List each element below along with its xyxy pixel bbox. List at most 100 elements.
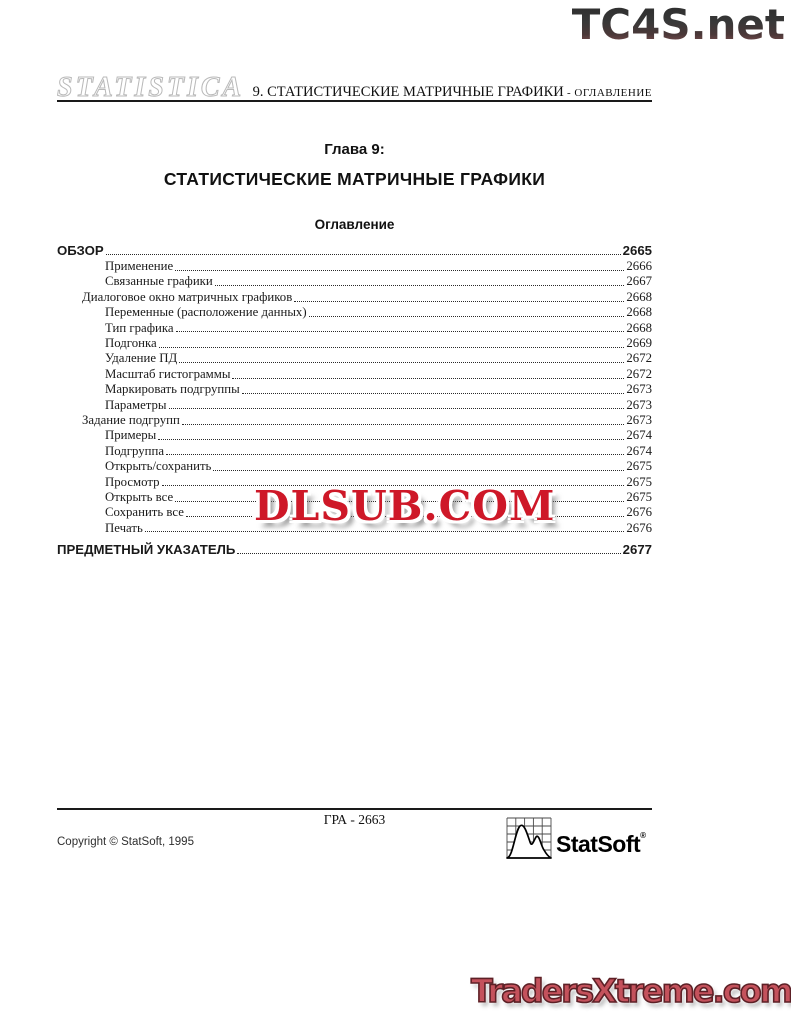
toc-entry-label: Открыть/сохранить xyxy=(105,459,212,474)
toc-dotted-leader xyxy=(213,469,625,471)
toc-entry-label: Открыть все xyxy=(105,489,174,504)
toc-entry-page: 2673 xyxy=(626,382,652,397)
toc-list: ОБЗОР 2665 Применение 2666 Связанные графики… xyxy=(57,243,652,557)
running-header-suffix: - ОГЛАВЛЕНИЕ xyxy=(563,87,652,99)
toc-dotted-leader xyxy=(241,392,625,394)
toc-entry: Примеры 2674 xyxy=(57,428,652,443)
copyright-notice: Copyright © StatSoft, 1995 xyxy=(57,836,194,848)
toc-entry-page: 2667 xyxy=(626,274,652,289)
toc-entry: Подгонка 2669 xyxy=(57,335,652,350)
toc-dotted-leader xyxy=(175,331,625,333)
toc-entry: Масштаб гистограммы 2672 xyxy=(57,366,652,381)
tradersxtreme-watermark: TradersXtreme.com xyxy=(470,972,791,1010)
toc-entry-page: 2673 xyxy=(626,397,652,412)
toc-entry-page: 2677 xyxy=(622,541,652,557)
toc-entry-label: Диалоговое окно матричных графиков xyxy=(82,289,293,304)
statistica-logo: STATISTICA xyxy=(56,72,245,103)
toc-dotted-leader xyxy=(166,454,625,456)
toc-entry: Связанные графики 2667 xyxy=(57,274,652,289)
toc-entry-label: Задание подгрупп xyxy=(82,412,180,427)
toc-entry-label: ПРЕДМЕТНЫЙ УКАЗАТЕЛЬ xyxy=(57,541,236,557)
page-title: СТАТИСТИЧЕСКИЕ МАТРИЧНЫЕ ГРАФИКИ xyxy=(163,169,546,189)
toc-entry: Удаление ПД 2672 xyxy=(57,351,652,366)
toc-dotted-leader xyxy=(175,269,625,271)
toc-entry-label: Применение xyxy=(105,259,174,274)
toc-entry: Задание подгрупп 2673 xyxy=(57,412,652,427)
toc-dotted-leader xyxy=(158,439,625,441)
footer-rule xyxy=(57,808,652,810)
toc-entry: ПРЕДМЕТНЫЙ УКАЗАТЕЛЬ 2677 xyxy=(57,541,652,557)
toc-entry-page: 2673 xyxy=(626,412,652,427)
page-header: STATISTICA 9. СТАТИСТИЧЕСКИЕ МАТРИЧНЫЕ Г… xyxy=(56,68,652,103)
tc4s-watermark: TC4S.net xyxy=(571,0,785,49)
toc-dotted-leader xyxy=(232,377,625,379)
toc-dotted-leader xyxy=(161,485,625,487)
toc-entry-page: 2676 xyxy=(626,505,652,520)
distribution-curve-icon xyxy=(506,817,552,859)
toc-entry: Переменные (расположение данных) 2668 xyxy=(57,305,652,320)
toc-dotted-leader xyxy=(185,516,625,518)
toc-entry: Маркировать подгруппы 2673 xyxy=(57,382,652,397)
toc-entry-label: Сохранить все xyxy=(105,505,184,520)
toc-dotted-leader xyxy=(175,500,625,502)
toc-entry-label: Просмотр xyxy=(105,474,160,489)
toc-entry: Печать 2676 xyxy=(57,520,652,535)
toc-entry: Открыть/сохранить 2675 xyxy=(57,458,652,473)
statsoft-brand-text: StatSoft® xyxy=(556,832,646,859)
toc-entry-page: 2672 xyxy=(626,366,652,381)
toc-heading: Оглавление xyxy=(314,217,395,232)
toc-dotted-leader xyxy=(158,346,625,348)
toc-entry-label: Переменные (расположение данных) xyxy=(105,305,307,320)
toc-entry: ОБЗОР 2665 xyxy=(57,243,652,258)
toc-entry-page: 2666 xyxy=(626,259,652,274)
toc-entry-page: 2668 xyxy=(626,305,652,320)
toc-entry-page: 2676 xyxy=(626,520,652,535)
statsoft-logo: StatSoft® xyxy=(506,817,646,859)
statsoft-brand-label: StatSoft xyxy=(556,831,641,857)
toc-entry-page: 2668 xyxy=(626,320,652,335)
toc-entry: Параметры 2673 xyxy=(57,397,652,412)
toc-entry: Просмотр 2675 xyxy=(57,474,652,489)
toc-entry-page: 2675 xyxy=(626,489,652,504)
toc-entry-page: 2674 xyxy=(626,443,652,458)
toc-entry: Тип графика 2668 xyxy=(57,320,652,335)
registered-mark: ® xyxy=(640,831,646,840)
dlsub-watermark: DLSUB.COM xyxy=(254,482,556,530)
toc-dotted-leader xyxy=(179,362,625,364)
toc-dotted-leader xyxy=(294,300,625,302)
toc-dotted-leader xyxy=(144,531,625,533)
toc-entry: Сохранить все 2676 xyxy=(57,505,652,520)
toc-entry-label: Подгруппа xyxy=(105,443,165,458)
chapter-number: Глава 9: xyxy=(324,141,385,158)
toc-entry-page: 2674 xyxy=(626,428,652,443)
toc-entry: Диалоговое окно матричных графиков 2668 xyxy=(57,289,652,304)
header-rule xyxy=(57,100,652,102)
toc-entry-page: 2675 xyxy=(626,474,652,489)
running-header-chapter: 9. СТАТИСТИЧЕСКИЕ МАТРИЧНЫЕ ГРАФИКИ xyxy=(252,84,564,100)
toc-entry-page: 2665 xyxy=(622,243,652,259)
toc-entry-label: Связанные графики xyxy=(105,274,213,289)
toc-entry: Подгруппа 2674 xyxy=(57,443,652,458)
toc-dotted-leader xyxy=(237,552,621,554)
title-block: Глава 9: СТАТИСТИЧЕСКИЕ МАТРИЧНЫЕ ГРАФИК… xyxy=(57,141,652,232)
toc-entry-label: Масштаб гистограммы xyxy=(105,366,231,381)
running-header: 9. СТАТИСТИЧЕСКИЕ МАТРИЧНЫЕ ГРАФИКИ - ОГ… xyxy=(253,84,652,102)
toc-dotted-leader xyxy=(168,408,625,410)
toc-entry-page: 2672 xyxy=(626,351,652,366)
toc-dotted-leader xyxy=(308,315,625,317)
toc-entry-label: ОБЗОР xyxy=(57,243,104,259)
toc-entry-page: 2668 xyxy=(626,289,652,304)
toc-entry-page: 2675 xyxy=(626,459,652,474)
toc-entry-label: Тип графика xyxy=(105,320,174,335)
toc-entry-label: Подгонка xyxy=(105,336,157,351)
toc-entry: Открыть все 2675 xyxy=(57,489,652,504)
toc-dotted-leader xyxy=(214,285,625,287)
page-number-label: ГРА - 2663 xyxy=(323,812,386,827)
toc-entry-label: Примеры xyxy=(105,428,157,443)
toc-entry-label: Удаление ПД xyxy=(105,351,178,366)
toc-dotted-leader xyxy=(105,254,621,256)
toc-entry-page: 2669 xyxy=(626,336,652,351)
toc-entry: Применение 2666 xyxy=(57,258,652,273)
toc-dotted-leader xyxy=(181,423,625,425)
